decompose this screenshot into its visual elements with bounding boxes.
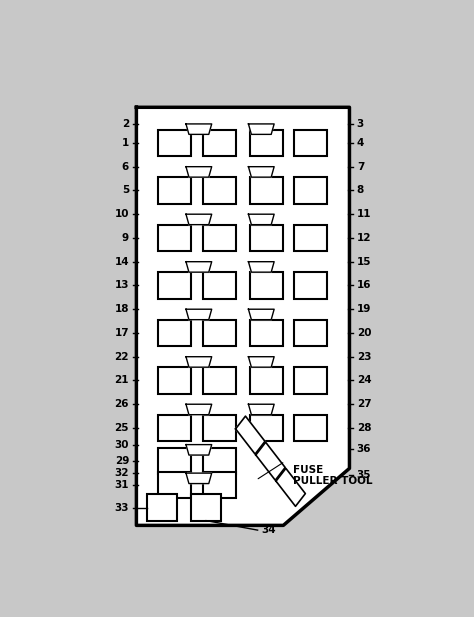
- Bar: [250, 272, 283, 299]
- Text: 18: 18: [115, 304, 129, 314]
- Text: 2: 2: [122, 119, 129, 129]
- Bar: [158, 177, 191, 204]
- Text: 11: 11: [357, 209, 371, 219]
- Text: 14: 14: [114, 257, 129, 267]
- Bar: [158, 367, 191, 394]
- Text: 34: 34: [261, 525, 276, 535]
- Text: 13: 13: [115, 281, 129, 291]
- Bar: [202, 130, 236, 156]
- Text: 9: 9: [122, 233, 129, 243]
- Text: 16: 16: [357, 281, 371, 291]
- Bar: [294, 367, 328, 394]
- Text: 24: 24: [357, 376, 372, 386]
- Text: 36: 36: [357, 444, 371, 454]
- Polygon shape: [248, 262, 274, 272]
- Bar: [202, 320, 236, 346]
- Bar: [158, 448, 191, 474]
- Bar: [294, 225, 328, 251]
- Bar: [158, 130, 191, 156]
- Text: 32: 32: [115, 468, 129, 478]
- Bar: [202, 472, 236, 498]
- Text: 4: 4: [357, 138, 364, 148]
- Bar: [158, 225, 191, 251]
- Polygon shape: [186, 404, 212, 415]
- Bar: [250, 367, 283, 394]
- Bar: [294, 415, 328, 441]
- Text: 1: 1: [122, 138, 129, 148]
- Polygon shape: [186, 445, 212, 455]
- Text: 20: 20: [357, 328, 371, 338]
- Bar: [294, 320, 328, 346]
- Bar: [250, 415, 283, 441]
- Text: 5: 5: [122, 186, 129, 196]
- Polygon shape: [276, 468, 305, 507]
- Text: 33: 33: [115, 503, 129, 513]
- Text: 23: 23: [357, 352, 371, 362]
- Bar: [250, 130, 283, 156]
- Polygon shape: [186, 309, 212, 320]
- Text: 8: 8: [357, 186, 364, 196]
- Bar: [158, 320, 191, 346]
- Polygon shape: [186, 214, 212, 225]
- Bar: [202, 272, 236, 299]
- Text: 10: 10: [115, 209, 129, 219]
- Bar: [191, 494, 221, 521]
- Bar: [202, 177, 236, 204]
- Text: 25: 25: [115, 423, 129, 433]
- Polygon shape: [248, 309, 274, 320]
- Polygon shape: [248, 404, 274, 415]
- Polygon shape: [186, 262, 212, 272]
- Text: 15: 15: [357, 257, 371, 267]
- Polygon shape: [236, 416, 265, 454]
- Bar: [158, 415, 191, 441]
- Bar: [158, 472, 191, 498]
- Bar: [202, 448, 236, 474]
- Bar: [202, 367, 236, 394]
- Polygon shape: [248, 124, 274, 135]
- Polygon shape: [186, 473, 212, 484]
- Bar: [250, 177, 283, 204]
- Text: 19: 19: [357, 304, 371, 314]
- Text: 21: 21: [115, 376, 129, 386]
- Text: 30: 30: [115, 439, 129, 450]
- Polygon shape: [248, 214, 274, 225]
- Bar: [294, 130, 328, 156]
- Bar: [294, 272, 328, 299]
- Text: 3: 3: [357, 119, 364, 129]
- Text: 29: 29: [115, 456, 129, 466]
- Polygon shape: [256, 442, 285, 480]
- Polygon shape: [186, 167, 212, 177]
- Text: 17: 17: [114, 328, 129, 338]
- Polygon shape: [186, 124, 212, 135]
- Text: 7: 7: [357, 162, 364, 172]
- Text: 26: 26: [115, 399, 129, 409]
- Polygon shape: [186, 357, 212, 367]
- Bar: [250, 225, 283, 251]
- Text: 28: 28: [357, 423, 371, 433]
- Bar: [202, 415, 236, 441]
- Polygon shape: [137, 107, 349, 526]
- Bar: [250, 320, 283, 346]
- Text: 6: 6: [122, 162, 129, 172]
- Bar: [294, 177, 328, 204]
- Text: 35: 35: [357, 471, 371, 481]
- Text: 22: 22: [115, 352, 129, 362]
- Text: 31: 31: [115, 480, 129, 490]
- Text: 27: 27: [357, 399, 372, 409]
- Bar: [147, 494, 177, 521]
- Bar: [158, 272, 191, 299]
- Polygon shape: [248, 167, 274, 177]
- Text: FUSE
PULLER TOOL: FUSE PULLER TOOL: [292, 465, 372, 486]
- Text: 12: 12: [357, 233, 371, 243]
- Bar: [202, 225, 236, 251]
- Polygon shape: [248, 357, 274, 367]
